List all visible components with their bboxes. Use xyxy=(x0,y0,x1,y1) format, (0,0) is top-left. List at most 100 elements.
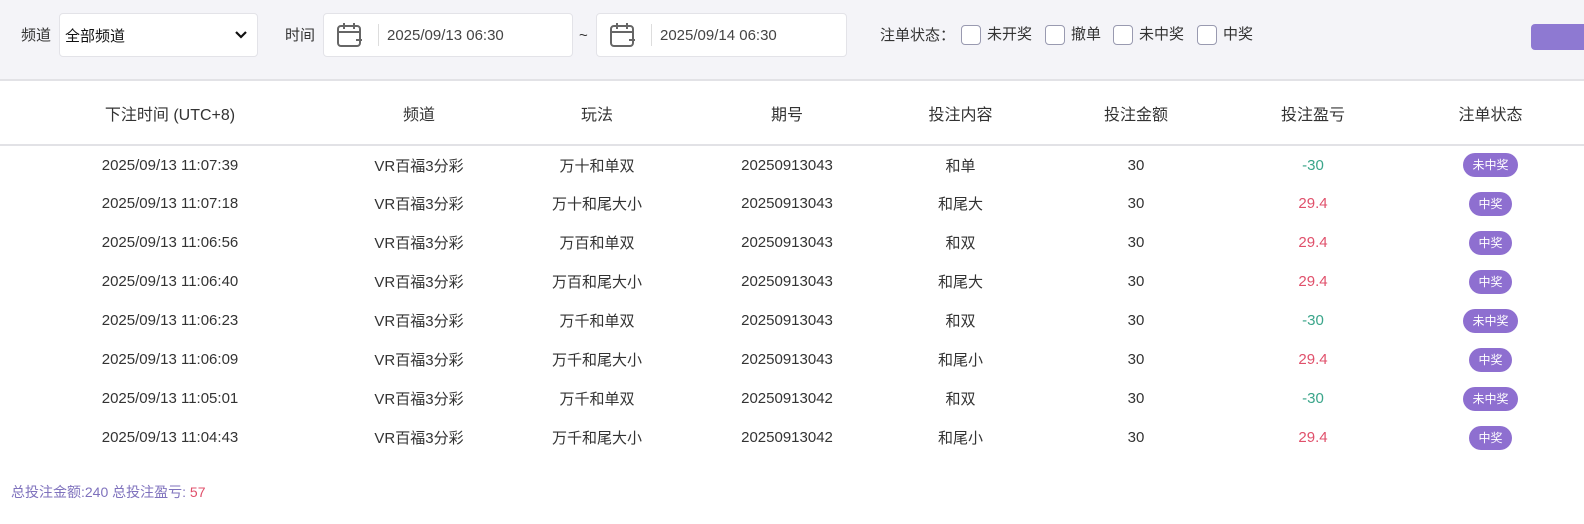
play-type-cell: 万百和尾大小 xyxy=(551,274,642,291)
column-header: 注单状态 xyxy=(1397,82,1584,146)
checkbox[interactable] xyxy=(961,25,981,45)
bet-time-cell: 2025/09/13 11:06:09 xyxy=(101,351,239,368)
checkbox-cancelled[interactable]: 撤单 xyxy=(1045,25,1101,45)
end-date-input[interactable]: 2025/09/14 06:30 xyxy=(596,13,847,57)
bet-content-cell: 和双 xyxy=(945,235,976,252)
total-pl-label: 总投注盈亏: xyxy=(112,484,187,500)
checkbox-label: 未开奖 xyxy=(987,26,1033,43)
play-type-cell: 万十和单双 xyxy=(559,157,635,175)
checkbox-label: 未中奖 xyxy=(1139,26,1185,43)
start-date-input[interactable]: 2025/09/13 06:30 xyxy=(323,13,573,57)
start-date-value: 2025/09/13 06:30 xyxy=(387,26,504,44)
status-badge: 未中奖 xyxy=(1463,386,1518,411)
column-header: 频道 xyxy=(340,82,498,146)
filter-bar: 频道 全部频道 时间 2025/09/13 06:30 ~ 2025/09/14… xyxy=(0,0,1584,81)
column-header: 期号 xyxy=(696,82,878,146)
issue-number-cell: 20250913043 xyxy=(741,234,833,251)
status-cell: 中奖 xyxy=(1397,184,1584,223)
status-badge: 中奖 xyxy=(1469,269,1512,294)
profit-loss-cell: 29.4 xyxy=(1298,273,1328,290)
status-badge: 中奖 xyxy=(1469,347,1512,372)
channel-cell: VR百福3分彩 xyxy=(374,235,464,252)
profit-loss-cell: 29.4 xyxy=(1298,234,1328,251)
bet-amount-cell: 30 xyxy=(1127,429,1145,446)
profit-loss-cell: 29.4 xyxy=(1298,429,1328,446)
table-row: 2025/09/13 11:05:01 VR百福3分彩 万千和单双 202509130… xyxy=(0,379,1584,418)
status-badge: 中奖 xyxy=(1469,425,1512,450)
checkbox-lost[interactable]: 未中奖 xyxy=(1113,25,1184,45)
checkbox-label: 中奖 xyxy=(1223,26,1254,43)
bet-content-cell: 和单 xyxy=(945,157,976,175)
bet-amount-cell: 30 xyxy=(1127,195,1145,212)
column-header: 投注内容 xyxy=(878,82,1043,146)
table-row: 2025/09/13 11:06:40 VR百福3分彩 万百和尾大小 20250913… xyxy=(0,262,1584,301)
status-cell: 未中奖 xyxy=(1397,145,1584,184)
bet-time-cell: 2025/09/13 11:04:43 xyxy=(101,429,239,446)
channel-label: 频道 xyxy=(21,27,52,44)
status-cell: 中奖 xyxy=(1397,418,1584,457)
column-header: 下注时间 (UTC+8) xyxy=(0,82,340,146)
bet-time-cell: 2025/09/13 11:07:39 xyxy=(101,156,239,174)
play-type-cell: 万千和尾大小 xyxy=(551,430,642,447)
bet-content-cell: 和尾小 xyxy=(937,430,983,447)
checkbox[interactable] xyxy=(1197,25,1217,45)
calendar-icon xyxy=(610,23,635,47)
total-pl-value: 57 xyxy=(189,484,206,500)
profit-loss-cell: -30 xyxy=(1302,390,1324,407)
channel-cell: VR百福3分彩 xyxy=(374,352,464,369)
status-cell: 中奖 xyxy=(1397,223,1584,262)
search-button[interactable] xyxy=(1531,24,1584,50)
column-header: 玩法 xyxy=(498,82,696,146)
profit-loss-cell: -30 xyxy=(1302,156,1324,174)
total-bet: 总投注金额:240 xyxy=(11,484,109,500)
channel-cell: VR百福3分彩 xyxy=(374,430,464,447)
channel-select[interactable]: 全部频道 xyxy=(59,13,258,57)
calendar-icon xyxy=(337,23,362,47)
channel-cell: VR百福3分彩 xyxy=(374,274,464,291)
divider xyxy=(651,24,652,46)
bet-amount-cell: 30 xyxy=(1127,156,1145,174)
checkbox-won[interactable]: 中奖 xyxy=(1197,25,1253,45)
issue-number-cell: 20250913043 xyxy=(741,156,833,174)
bet-amount-cell: 30 xyxy=(1127,390,1145,407)
chevron-down-icon xyxy=(235,31,247,39)
table-row: 2025/09/13 11:06:23 VR百福3分彩 万千和单双 202509130… xyxy=(0,301,1584,340)
status-badge: 中奖 xyxy=(1469,230,1512,255)
play-type-cell: 万千和单双 xyxy=(559,313,635,330)
time-label: 时间 xyxy=(285,27,316,44)
table-row: 2025/09/13 11:06:56 VR百福3分彩 万百和单双 202509130… xyxy=(0,223,1584,262)
bet-amount-cell: 30 xyxy=(1127,312,1145,329)
bet-time-cell: 2025/09/13 11:06:56 xyxy=(101,234,239,251)
channel-value: 全部频道 xyxy=(65,27,126,45)
issue-number-cell: 20250913043 xyxy=(741,312,833,329)
table-row: 2025/09/13 11:04:43 VR百福3分彩 万千和尾大小 20250913… xyxy=(0,418,1584,457)
profit-loss-cell: 29.4 xyxy=(1298,195,1328,212)
bet-content-cell: 和双 xyxy=(945,313,976,330)
checkbox[interactable] xyxy=(1045,25,1065,45)
play-type-cell: 万十和尾大小 xyxy=(551,196,642,213)
bet-content-cell: 和尾大 xyxy=(937,196,983,213)
checkbox-not-drawn[interactable]: 未开奖 xyxy=(961,25,1032,45)
status-cell: 中奖 xyxy=(1397,262,1584,301)
play-type-cell: 万百和单双 xyxy=(559,235,635,252)
status-cell: 中奖 xyxy=(1397,340,1584,379)
channel-cell: VR百福3分彩 xyxy=(374,157,464,175)
range-separator: ~ xyxy=(579,27,588,44)
play-type-cell: 万千和单双 xyxy=(559,391,635,408)
table-row: 2025/09/13 11:07:39 VR百福3分彩 万十和单双 202509130… xyxy=(0,145,1584,184)
bet-time-cell: 2025/09/13 11:05:01 xyxy=(101,390,239,407)
divider xyxy=(378,24,379,46)
status-badge: 未中奖 xyxy=(1463,308,1518,333)
play-type-cell: 万千和尾大小 xyxy=(551,352,642,369)
bet-amount-cell: 30 xyxy=(1127,273,1145,290)
bet-time-cell: 2025/09/13 11:06:23 xyxy=(101,312,239,329)
bets-table: 下注时间 (UTC+8) 频道 玩法 期号 投注内容 投注金额 投注盈亏 注单状态 2025/… xyxy=(0,82,1584,457)
bet-time-cell: 2025/09/13 11:07:18 xyxy=(101,195,239,212)
checkbox[interactable] xyxy=(1113,25,1133,45)
column-header: 投注金额 xyxy=(1043,82,1229,146)
channel-cell: VR百福3分彩 xyxy=(374,196,464,213)
issue-number-cell: 20250913042 xyxy=(741,429,833,446)
issue-number-cell: 20250913043 xyxy=(741,351,833,368)
column-header: 投注盈亏 xyxy=(1229,82,1397,146)
profit-loss-cell: -30 xyxy=(1302,312,1324,329)
